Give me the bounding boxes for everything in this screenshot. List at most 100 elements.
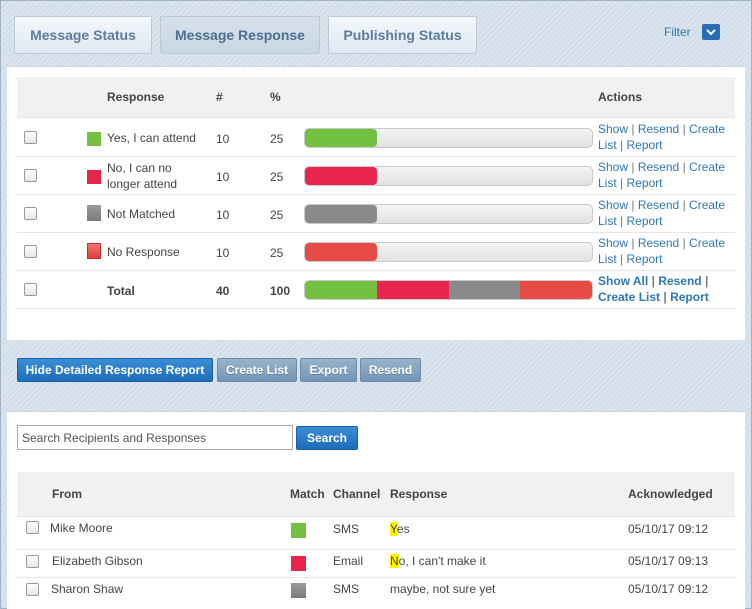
row-checkbox[interactable] xyxy=(24,169,37,182)
resend-all-link[interactable]: Resend xyxy=(658,274,702,288)
create-list-button[interactable]: Create List xyxy=(217,358,297,382)
recipient-acknowledged: 05/10/17 09:12 xyxy=(628,522,709,536)
row-checkbox[interactable] xyxy=(24,283,37,296)
show-link[interactable]: Show xyxy=(598,236,629,250)
show-all-link[interactable]: Show All xyxy=(598,274,649,288)
separator: | xyxy=(682,160,686,174)
separator: | xyxy=(631,236,635,250)
recipient-response: maybe, not sure yet xyxy=(390,581,495,597)
recipient-row[interactable]: Mike Moore SMS Yes 05/10/17 09:12 xyxy=(17,518,735,550)
response-highlight: N xyxy=(390,554,399,568)
recipient-channel: Email xyxy=(333,554,364,568)
recipient-row[interactable]: Elizabeth Gibson Email No, I can't make … xyxy=(17,551,735,578)
tab-publishing-status[interactable]: Publishing Status xyxy=(328,16,477,54)
recipient-response: Yes xyxy=(390,521,410,537)
header-from: From xyxy=(52,487,82,501)
separator: | xyxy=(631,198,635,212)
response-count: 10 xyxy=(216,132,230,146)
response-color-swatch xyxy=(87,243,101,259)
response-label: No, I can no longer attend xyxy=(107,160,177,192)
export-button[interactable]: Export xyxy=(300,358,357,382)
create-text[interactable]: Create xyxy=(689,198,726,212)
total-segment-no xyxy=(376,281,449,299)
recipient-from: Elizabeth Gibson xyxy=(52,554,143,568)
recipient-channel: SMS xyxy=(333,522,360,536)
row-checkbox[interactable] xyxy=(24,131,37,144)
row-checkbox[interactable] xyxy=(26,521,39,534)
recipient-from: Sharon Shaw xyxy=(51,582,124,596)
total-percent: 100 xyxy=(270,284,291,298)
resend-link[interactable]: Resend xyxy=(637,122,680,136)
response-progress-fill xyxy=(305,167,377,185)
filter-label[interactable]: Filter xyxy=(664,25,691,39)
tab-message-status[interactable]: Message Status xyxy=(14,16,152,54)
header-percent: % xyxy=(270,90,281,104)
response-text: maybe, not sure yet xyxy=(390,582,496,596)
header-count: # xyxy=(216,90,223,104)
match-color-swatch xyxy=(291,523,306,538)
report-link[interactable]: Report xyxy=(626,176,663,190)
create-text[interactable]: Create xyxy=(689,122,726,136)
filter-control[interactable]: Filter xyxy=(664,24,720,40)
show-link[interactable]: Show xyxy=(598,122,629,136)
summary-row-no-response: No Response 10 25 Show | Resend | Create… xyxy=(17,233,735,271)
header-match: Match xyxy=(290,487,325,501)
separator: | xyxy=(631,122,635,136)
search-input[interactable] xyxy=(17,425,293,450)
show-link[interactable]: Show xyxy=(598,160,629,174)
resend-link[interactable]: Resend xyxy=(637,198,680,212)
chevron-down-icon[interactable] xyxy=(701,24,720,40)
create-text[interactable]: Create xyxy=(689,236,726,250)
create-list-link[interactable]: Create List xyxy=(598,198,725,228)
header-actions: Actions xyxy=(598,90,643,104)
report-link[interactable]: Report xyxy=(626,252,663,266)
total-stacked-bar xyxy=(304,280,593,300)
response-highlight: Y xyxy=(390,522,397,536)
resend-link[interactable]: Resend xyxy=(637,160,680,174)
create-text[interactable]: Create xyxy=(689,160,726,174)
separator: | xyxy=(620,252,624,266)
row-checkbox[interactable] xyxy=(24,245,37,258)
total-actions: Show All | Resend | Create List | Report xyxy=(598,273,738,305)
row-checkbox[interactable] xyxy=(26,555,39,568)
separator: | xyxy=(620,214,624,228)
show-link[interactable]: Show xyxy=(598,198,629,212)
response-summary-panel: Response # % Actions Yes, I can attend 1… xyxy=(7,66,745,340)
response-progress-bar xyxy=(304,166,593,186)
list-text[interactable]: List xyxy=(598,138,617,152)
summary-row-yes: Yes, I can attend 10 25 Show | Resend | … xyxy=(17,119,735,157)
report-link[interactable]: Report xyxy=(626,214,663,228)
summary-table-header: Response # % Actions xyxy=(17,77,735,118)
summary-row-total: Total 40 100 Show All | Resend | Create L… xyxy=(17,271,735,309)
create-list-all-link[interactable]: Create List xyxy=(598,290,661,304)
list-text[interactable]: List xyxy=(598,214,617,228)
response-count: 10 xyxy=(216,246,230,260)
create-list-link[interactable]: Create List xyxy=(598,236,725,266)
report-link[interactable]: Report xyxy=(626,138,663,152)
separator: | xyxy=(682,236,686,250)
response-color-swatch xyxy=(87,132,101,146)
response-color-swatch xyxy=(87,170,101,184)
recipient-channel: SMS xyxy=(333,582,360,596)
total-segment-yes xyxy=(305,281,377,299)
list-text[interactable]: List xyxy=(598,176,617,190)
hide-detailed-report-button[interactable]: Hide Detailed Response Report xyxy=(17,358,213,382)
tab-message-response[interactable]: Message Response xyxy=(160,16,320,54)
match-color-swatch xyxy=(291,583,306,598)
create-list-link[interactable]: Create List xyxy=(598,122,725,152)
row-checkbox[interactable] xyxy=(26,583,39,596)
row-actions: Show | Resend | Create List | Report xyxy=(598,197,738,229)
recipient-from: Mike Moore xyxy=(50,521,113,535)
separator: | xyxy=(682,122,686,136)
create-list-link[interactable]: Create List xyxy=(598,160,725,190)
resend-button[interactable]: Resend xyxy=(360,358,421,382)
list-text[interactable]: List xyxy=(598,252,617,266)
resend-link[interactable]: Resend xyxy=(637,236,680,250)
separator: | xyxy=(704,274,709,288)
report-all-link[interactable]: Report xyxy=(670,290,709,304)
response-count: 10 xyxy=(216,170,230,184)
search-button[interactable]: Search xyxy=(296,426,358,450)
response-progress-fill xyxy=(305,205,377,223)
row-checkbox[interactable] xyxy=(24,207,37,220)
recipient-row[interactable]: Sharon Shaw SMS maybe, not sure yet 05/1… xyxy=(17,579,735,607)
